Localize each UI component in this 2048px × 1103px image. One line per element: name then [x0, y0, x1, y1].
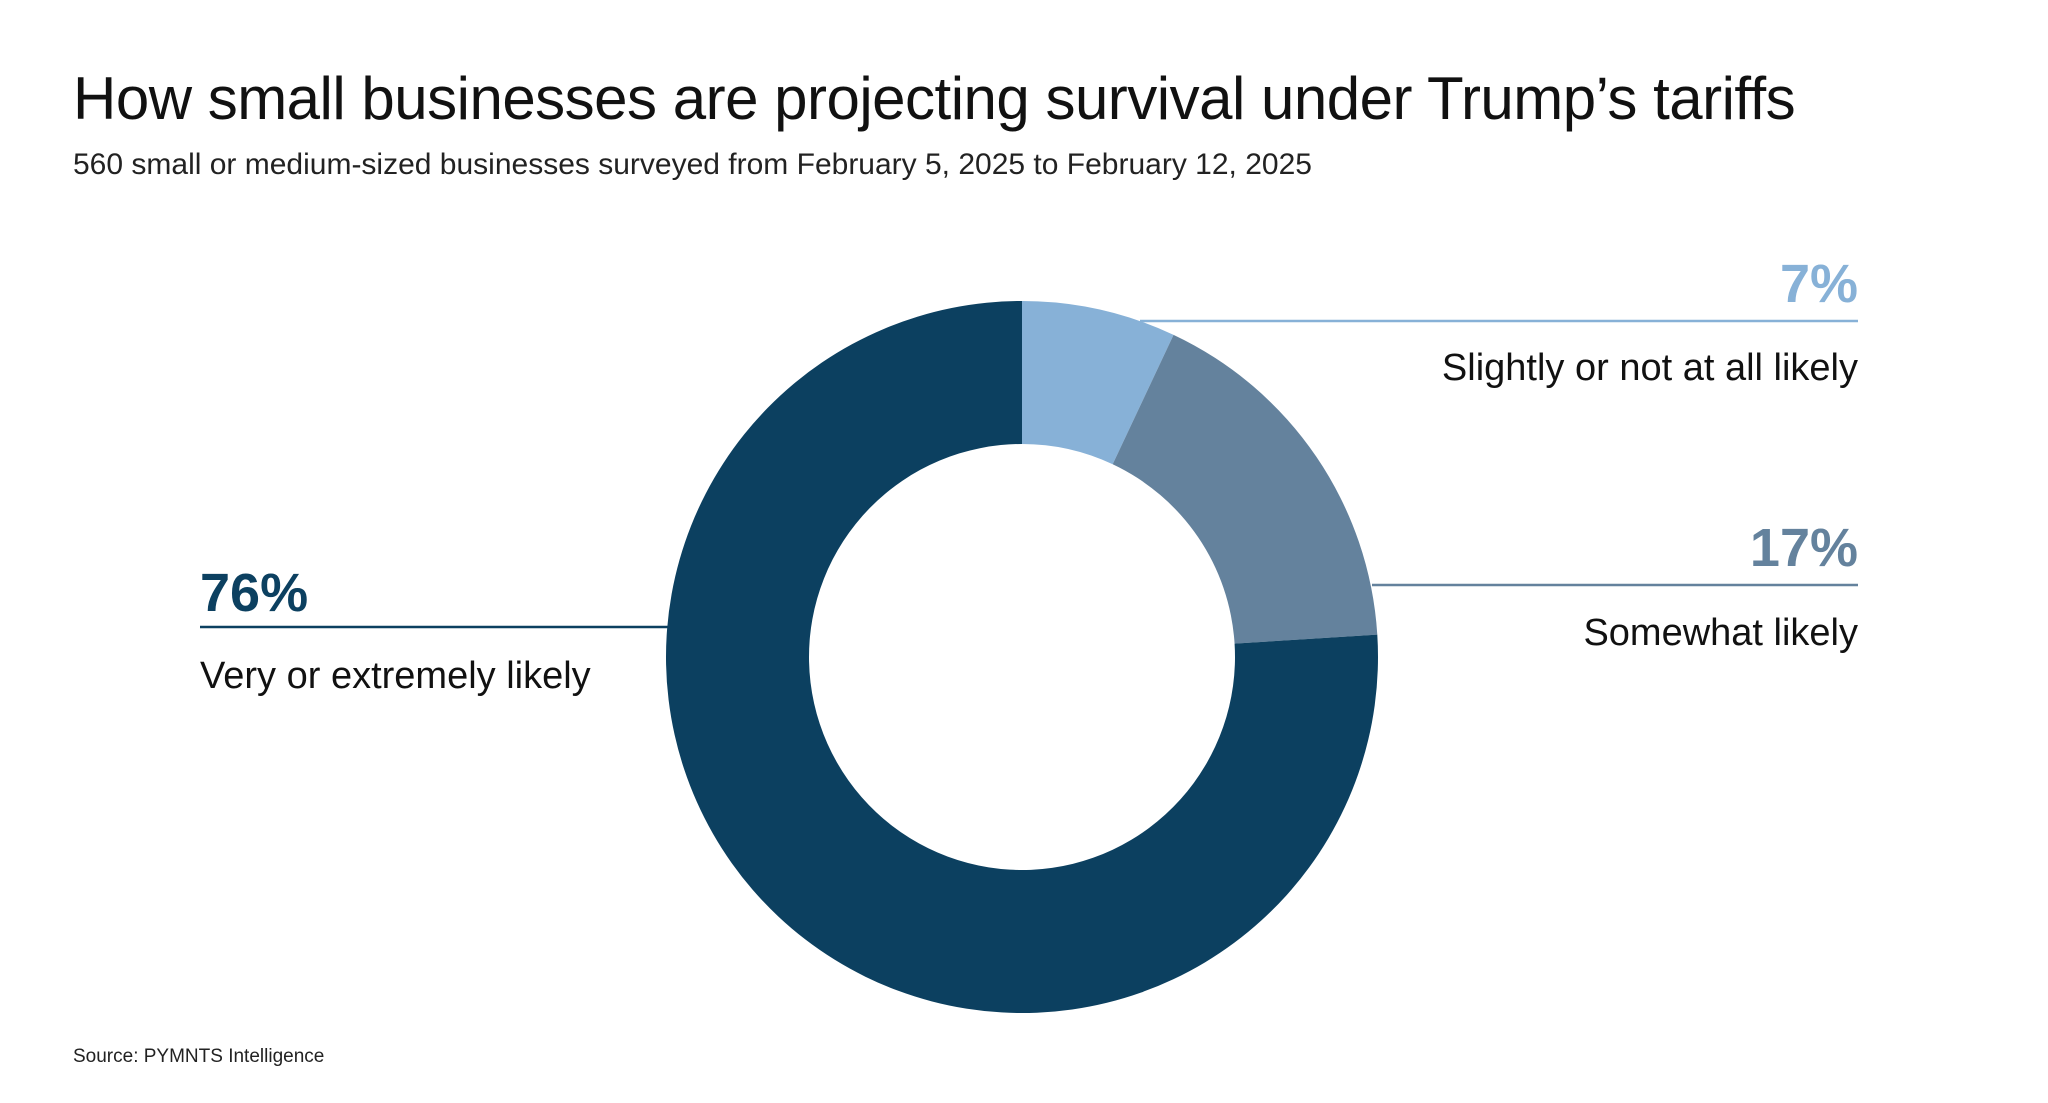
- value-label-slightly-or-not-at-all-likely: 7%: [1780, 254, 1858, 314]
- chart-title: How small businesses are projecting surv…: [73, 65, 1796, 132]
- value-label-very-or-extremely-likely: 76%: [200, 563, 308, 623]
- slice-somewhat-likely: [1112, 334, 1378, 644]
- slice-slightly-or-not-at-all-likely: [1022, 301, 1174, 465]
- donut-slices: [665, 301, 1378, 1013]
- category-label-very-or-extremely-likely: Very or extremely likely: [200, 655, 591, 697]
- category-label-somewhat-likely: Somewhat likely: [1583, 612, 1858, 654]
- slice-labels: 7% Slightly or not at all likely 17% Somewh…: [200, 254, 1858, 697]
- source-note: Source: PYMNTS Intelligence: [73, 1046, 325, 1067]
- category-label-slightly-or-not-at-all-likely: Slightly or not at all likely: [1442, 347, 1858, 389]
- chart-subtitle: 560 small or medium-sized businesses sur…: [73, 148, 1312, 181]
- slice-very-or-extremely-likely: [665, 301, 1378, 1013]
- value-label-somewhat-likely: 17%: [1750, 518, 1858, 578]
